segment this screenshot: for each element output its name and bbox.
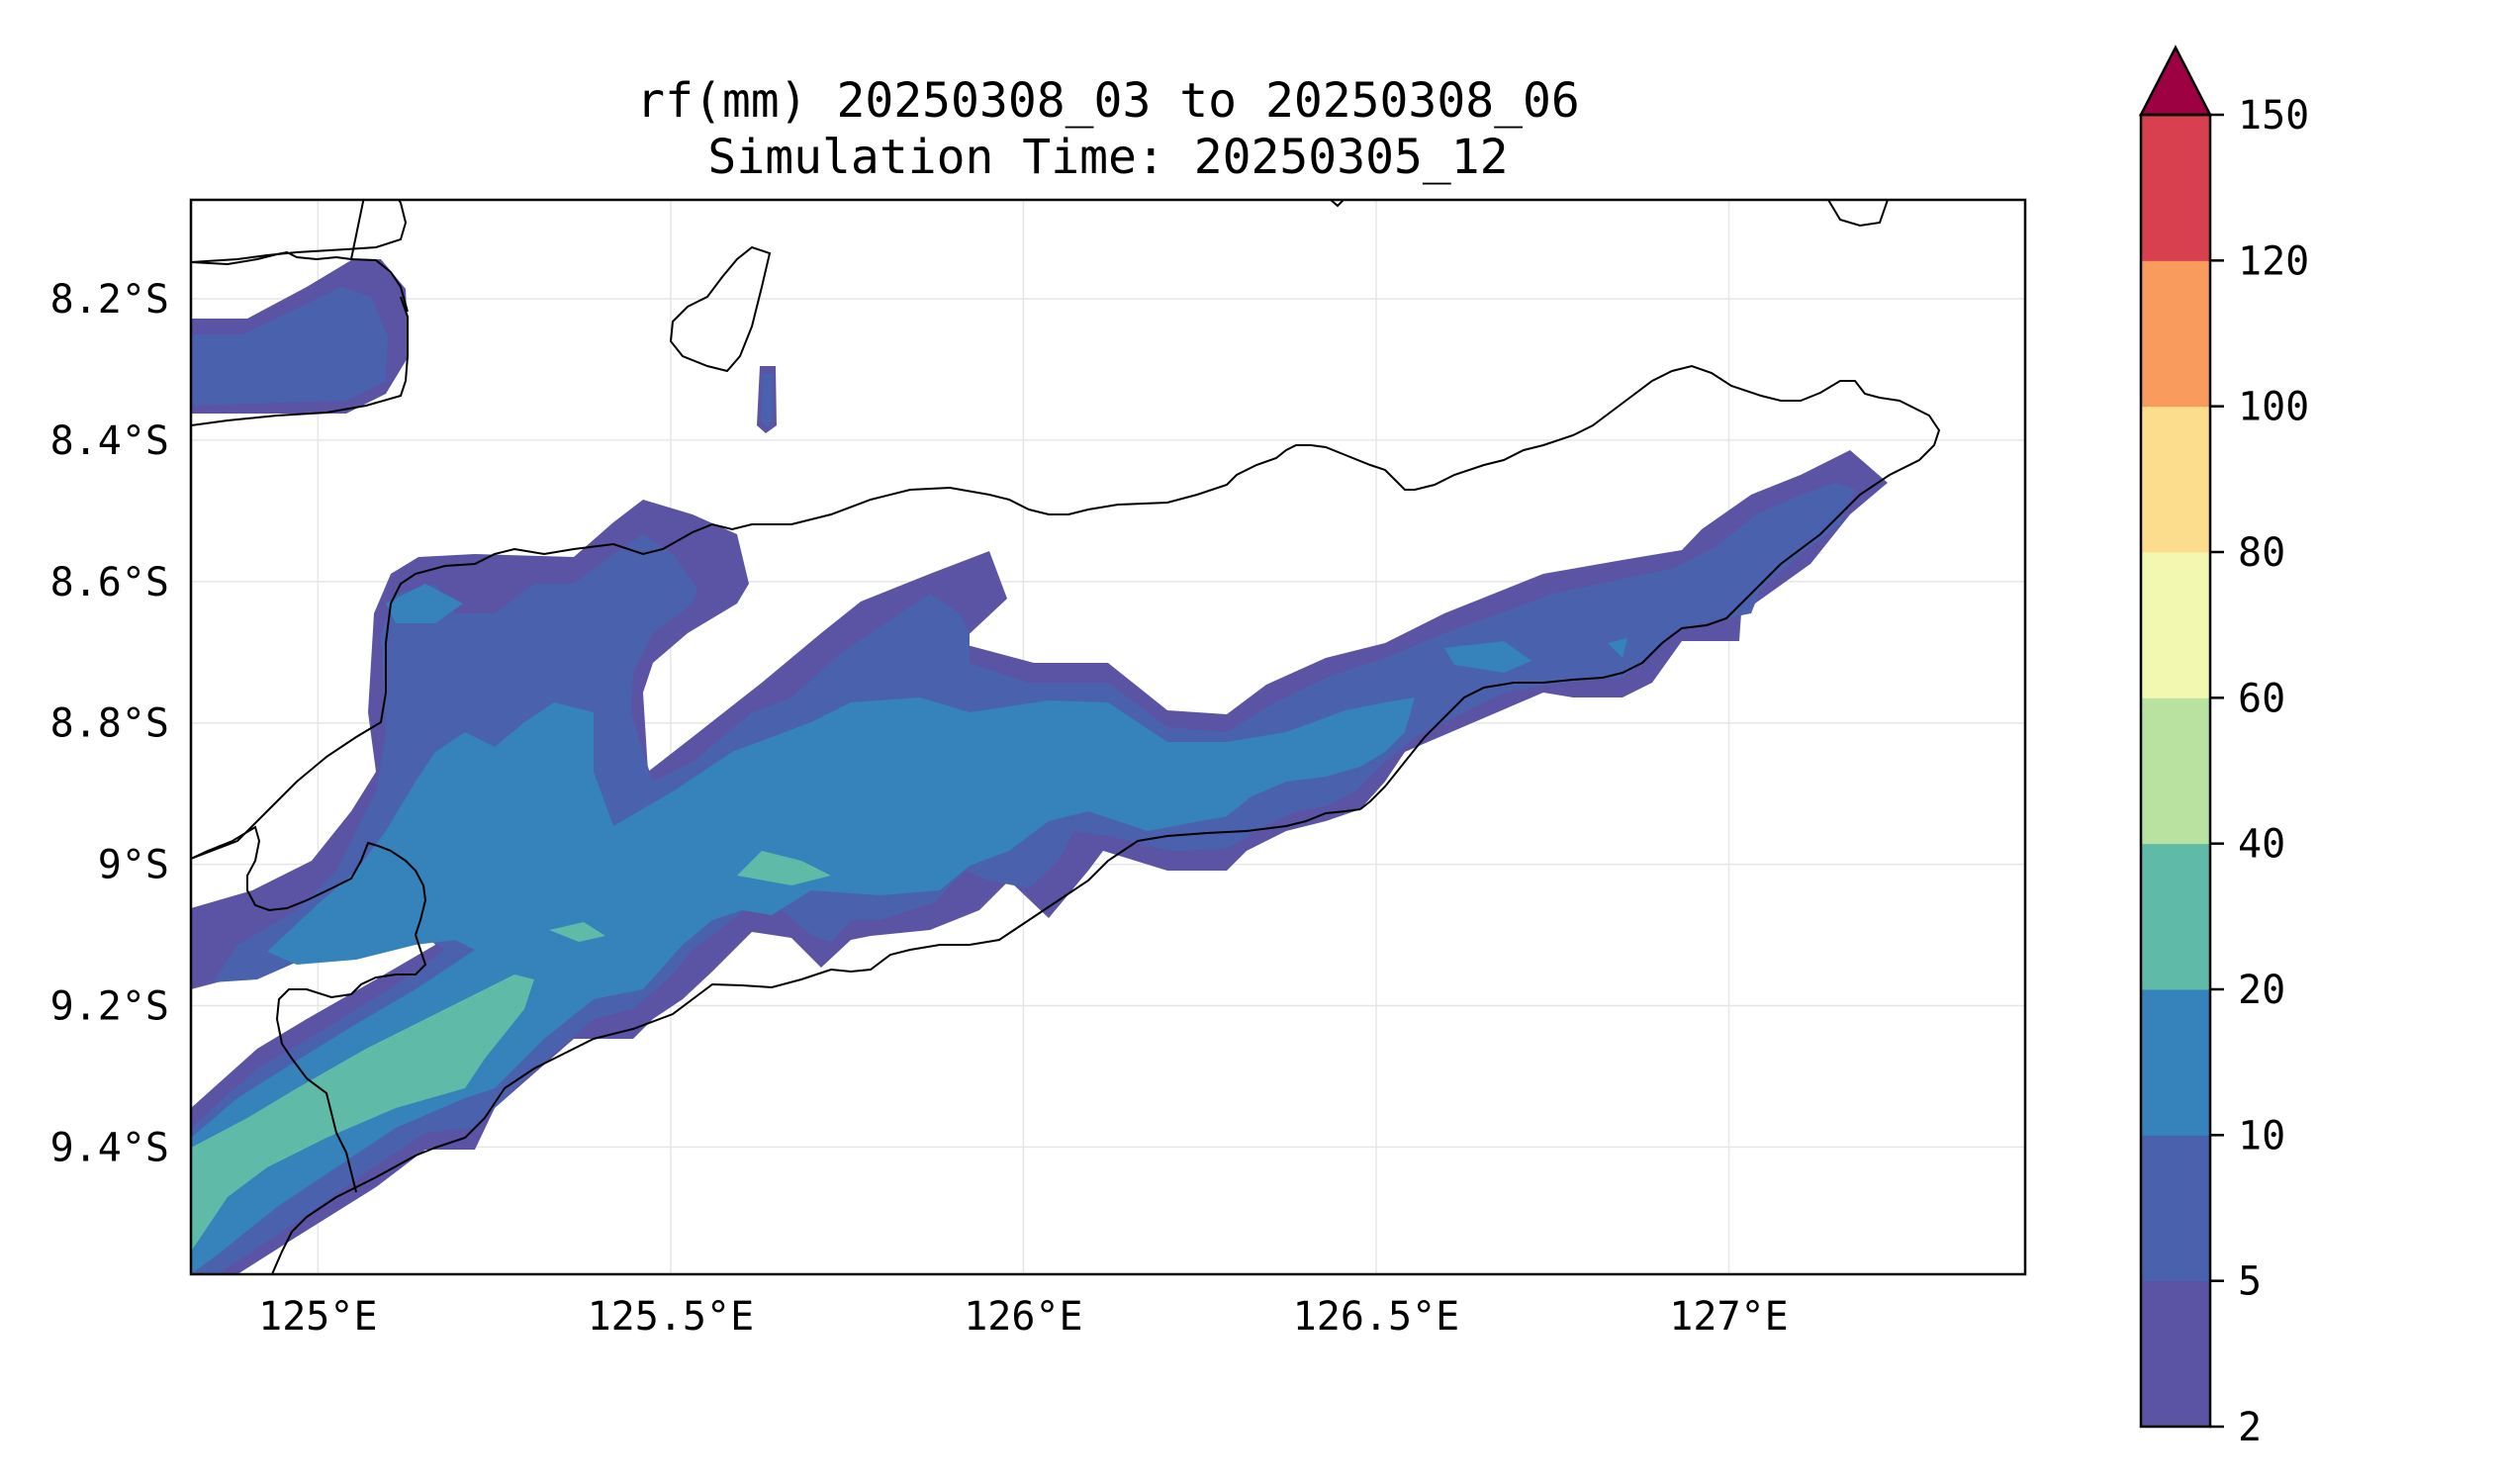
colorbar-segment [2141, 115, 2210, 261]
colorbar-segment [2141, 1280, 2210, 1428]
rain-20-40-south-west [191, 974, 534, 1252]
map-area: 125°E 125.5°E 126°E 126.5°E 127°E 8.2°S 8.4°S… [50, 198, 2027, 1340]
coastline-timor-north [191, 364, 1941, 860]
colorbar-tick-label: 80 [2238, 530, 2285, 576]
y-tick-label: 8.4°S [50, 418, 169, 464]
rain-10-20-band [191, 697, 1415, 1274]
colorbar-tick-label: 2 [2238, 1405, 2262, 1450]
colorbar-tick-label: 40 [2238, 822, 2285, 868]
x-tick-label: 125.5°E [588, 1294, 755, 1340]
rain-20-40-small [549, 922, 605, 942]
colorbar-tick-label: 100 [2238, 385, 2309, 430]
coastline-north-speck [1330, 200, 1345, 208]
rain-10-20-north [386, 584, 463, 623]
x-tick-label: 127°E [1669, 1294, 1788, 1340]
colorbar: 2 5 10 20 40 60 80 100 120 150 [2138, 45, 2309, 1450]
coastline-north-west-island-top [191, 250, 409, 313]
title-line-2: Simulation Time: 20250305_12 [707, 130, 1508, 185]
coastline-timor-south [271, 808, 1361, 1274]
coastline-west-border [191, 825, 427, 1193]
colorbar-segment [2141, 843, 2210, 990]
rain-10-20-fleck [1608, 638, 1627, 658]
title-line-1: rf(mm) 20250308_03 to 20250308_06 [636, 73, 1580, 129]
rainfall-contours [191, 259, 1888, 1274]
y-tick-label: 9.4°S [50, 1125, 169, 1170]
colorbar-segment [2141, 697, 2210, 845]
colorbar-frame [2139, 113, 2212, 1429]
colorbar-tick-label: 120 [2238, 238, 2309, 284]
coastline-north-west-island [191, 200, 409, 426]
coastline-atauro [669, 245, 772, 373]
colorbar-tick-label: 5 [2238, 1259, 2262, 1305]
x-tick-label: 126°E [964, 1294, 1082, 1340]
colorbar-segment [2141, 989, 2210, 1136]
x-axis-ticks: 125°E 125.5°E 126°E 126.5°E 127°E [258, 1294, 1789, 1340]
rain-5-10-islet [761, 374, 773, 427]
y-axis-ticks: 8.2°S 8.4°S 8.6°S 8.8°S 9°S 9.2°S 9.4°S [50, 277, 169, 1170]
colorbar-segment [2141, 260, 2210, 408]
y-tick-label: 9.2°S [50, 984, 169, 1030]
colorbar-extend-arrow [2138, 45, 2213, 117]
map-frame [189, 198, 2027, 1276]
y-tick-label: 8.2°S [50, 277, 169, 323]
colorbar-tick-label: 60 [2238, 676, 2285, 721]
colorbar-tick-label: 10 [2238, 1113, 2285, 1159]
colorbar-segment [2141, 406, 2210, 553]
colorbar-segment [2141, 552, 2210, 698]
colorbar-tick-label: 150 [2238, 93, 2309, 139]
y-tick-label: 8.6°S [50, 560, 169, 605]
colorbar-segment [2141, 1135, 2210, 1282]
colorbar-tick-label: 20 [2238, 968, 2285, 1013]
y-tick-label: 9°S [98, 843, 169, 888]
x-tick-label: 125°E [258, 1294, 377, 1340]
x-tick-label: 126.5°E [1293, 1294, 1460, 1340]
y-tick-label: 8.8°S [50, 701, 169, 747]
coastline-north-island-top [1827, 200, 1889, 228]
rain-5-10-band [191, 483, 1855, 1274]
rain-10-20-east [1444, 641, 1531, 673]
coastlines [191, 200, 1941, 1274]
rain-20-40-centre [737, 851, 831, 885]
rain-5-10-north-west [191, 287, 388, 406]
